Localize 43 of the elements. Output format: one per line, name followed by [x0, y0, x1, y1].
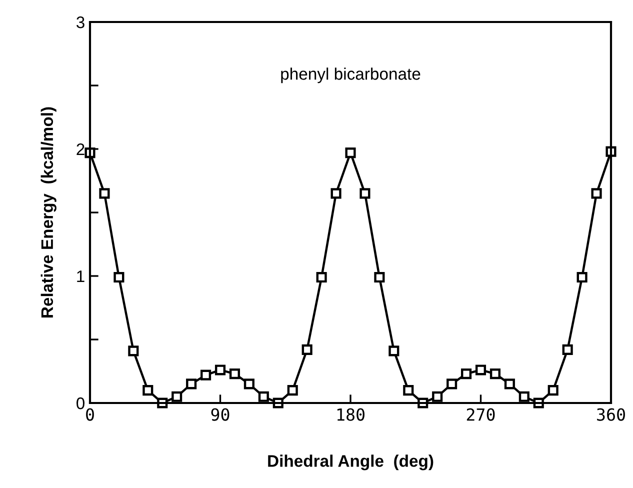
- annotation: phenyl bicarbonate: [281, 68, 420, 84]
- point: [548, 385, 558, 396]
- point: [490, 368, 500, 380]
- point: [374, 272, 385, 283]
- y-tick-label: 3: [76, 16, 84, 28]
- point: [576, 272, 588, 283]
- point: [591, 188, 602, 199]
- point: [229, 368, 240, 380]
- point: [388, 346, 400, 356]
- point: [200, 370, 212, 380]
- point: [316, 272, 327, 283]
- point: [461, 368, 472, 380]
- point: [345, 148, 356, 158]
- y-tick-label: 1: [77, 270, 84, 282]
- point: [562, 344, 573, 355]
- x-tick-label: 90: [211, 408, 230, 421]
- point: [99, 188, 110, 199]
- point: [186, 378, 197, 390]
- point: [258, 391, 269, 402]
- point: [287, 385, 298, 396]
- point: [360, 188, 370, 199]
- point: [302, 344, 312, 355]
- y-axis-title: Relative Energy (kcal/mol): [40, 107, 56, 318]
- point: [504, 378, 515, 390]
- y-tick-label: 2: [76, 143, 84, 156]
- point: [403, 385, 414, 396]
- point: [330, 188, 342, 199]
- x-tick-label: 270: [466, 408, 495, 421]
- x-tick-label: 180: [337, 408, 364, 421]
- x-tick-label: 0: [86, 408, 94, 421]
- point: [244, 378, 254, 390]
- point: [214, 364, 226, 376]
- point: [142, 385, 154, 396]
- point: [446, 378, 458, 390]
- point: [114, 272, 124, 283]
- point: [518, 391, 530, 402]
- x-axis-title: Dihedral Angle (deg): [268, 454, 434, 470]
- point: [172, 391, 182, 402]
- y-tick-label: 0: [76, 397, 84, 410]
- point: [432, 391, 443, 402]
- point: [475, 364, 486, 376]
- point: [128, 346, 139, 356]
- x-tick-label: 360: [597, 408, 625, 421]
